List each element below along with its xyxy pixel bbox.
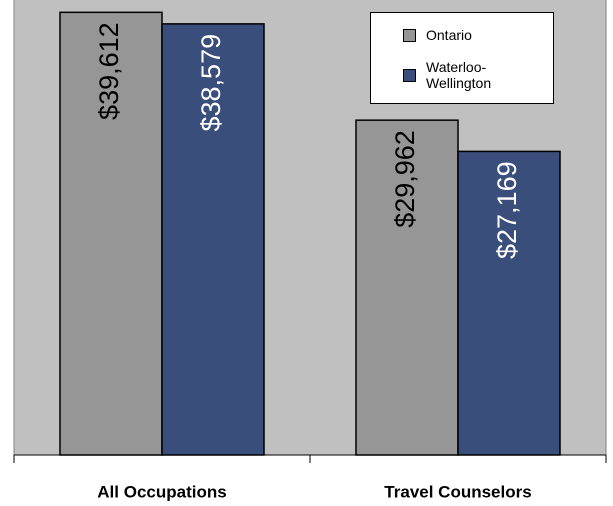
bar	[161, 23, 265, 456]
legend-label: Ontario	[426, 27, 472, 43]
data-label: $38,579	[196, 34, 226, 132]
legend-item: Ontario	[403, 27, 516, 43]
bar	[355, 119, 459, 456]
data-label: $27,169	[492, 161, 522, 259]
data-label: $29,962	[390, 130, 420, 228]
legend-swatch	[403, 68, 416, 82]
legend: Ontario Waterloo- Wellington	[370, 12, 554, 104]
legend-label: Waterloo- Wellington	[426, 59, 492, 91]
legend-item: Waterloo- Wellington	[403, 59, 516, 91]
x-tick-label: All Occupations	[97, 482, 226, 501]
bar	[457, 150, 561, 456]
legend-swatch	[403, 28, 416, 42]
data-label: $39,612	[94, 22, 124, 120]
x-tick-label: Travel Counselors	[384, 482, 531, 501]
bar	[59, 11, 163, 456]
